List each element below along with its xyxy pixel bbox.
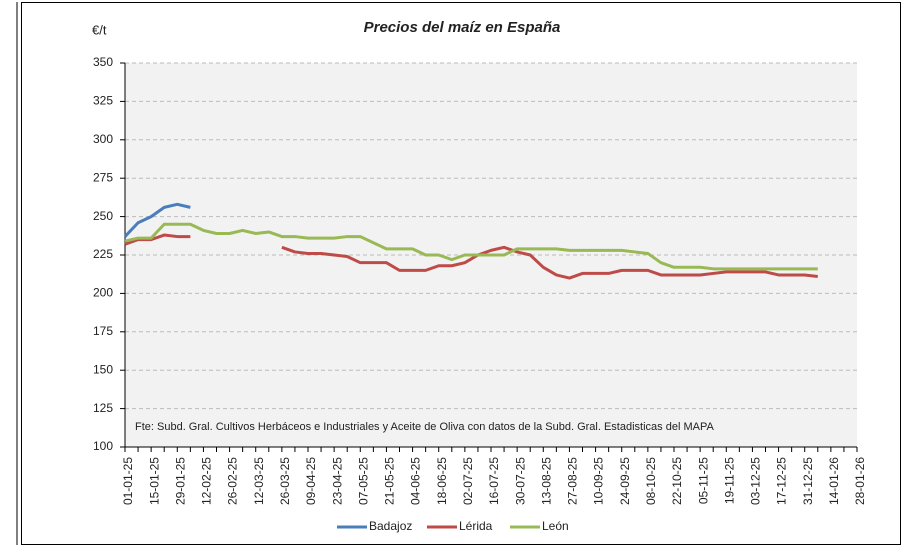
y-tick-label: 225 [93,247,113,261]
chart-title: Precios del maíz en España [364,19,561,36]
x-tick-label: 24-09-25 [618,457,632,505]
y-tick-label: 275 [93,170,113,184]
x-tick-label: 30-07-25 [513,457,527,505]
x-tick-label: 05-11-25 [696,457,710,504]
x-tick-label: 15-01-25 [147,457,161,505]
x-tick-label: 22-10-25 [670,457,684,505]
y-tick-label: 350 [93,55,113,69]
x-tick-label: 18-06-25 [435,457,449,505]
legend-label: León [542,519,569,533]
x-tick-label: 19-11-25 [722,457,736,504]
y-tick-label: 100 [93,439,113,453]
x-tick-label: 28-01-26 [853,457,867,505]
y-tick-label: 200 [93,286,113,300]
x-tick-label: 03-12-25 [749,457,763,505]
x-tick-label: 13-08-25 [539,457,553,505]
y-tick-label: 325 [93,94,113,108]
x-tick-label: 31-12-25 [801,457,815,505]
x-tick-label: 07-05-25 [356,457,370,505]
y-tick-label: 250 [93,209,113,223]
series-line [124,222,818,271]
legend-label: Lérida [459,519,493,533]
y-tick-label: 125 [93,401,113,415]
x-tick-label: 09-04-25 [304,457,318,505]
x-tick-label: 27-08-25 [566,457,580,505]
y-tick-label: 300 [93,132,113,146]
x-tick-label: 16-07-25 [487,457,501,505]
x-tick-label: 21-05-25 [383,457,397,505]
x-tick-label: 01-01-25 [121,457,135,505]
x-tick-label: 26-03-25 [278,457,292,505]
x-tick-label: 12-03-25 [252,457,266,505]
series-line [123,202,191,238]
x-tick-label: 14-01-26 [827,457,841,505]
x-tick-label: 08-10-25 [644,457,658,505]
x-tick-label: 23-04-25 [330,457,344,505]
x-tick-label: 04-06-25 [409,457,423,505]
x-tick-label: 10-09-25 [592,457,606,505]
x-tick-label: 26-02-25 [226,457,240,505]
x-tick-label: 17-12-25 [775,457,789,505]
x-tick-label: 02-07-25 [461,457,475,505]
series-line [124,233,818,280]
y-tick-label: 175 [93,324,113,338]
x-tick-label: 12-02-25 [200,457,214,505]
source-note: Fte: Subd. Gral. Cultivos Herbáceos e In… [135,421,714,433]
y-axis-label: €/t [92,22,107,37]
x-tick-label: 29-01-25 [173,457,187,505]
y-tick-label: 150 [93,362,113,376]
legend-label: Badajoz [369,519,412,533]
